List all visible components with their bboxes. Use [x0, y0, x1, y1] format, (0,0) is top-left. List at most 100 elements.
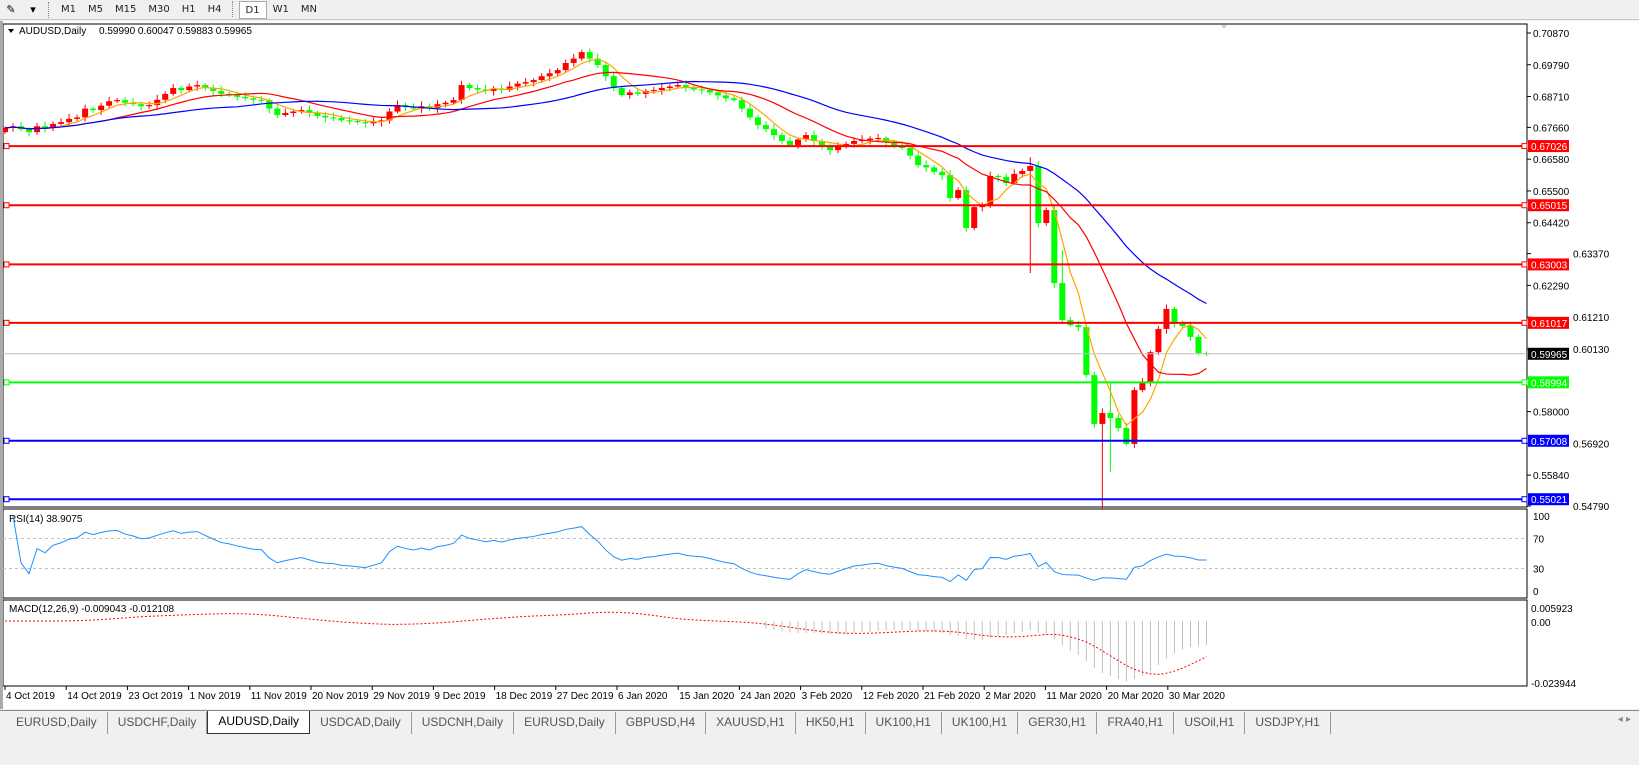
- price-chart[interactable]: 0.70870 0.69790 0.68710 0.67660 0.66580 0.655…: [3, 21, 1639, 709]
- level-handle: [3, 437, 10, 444]
- chart-tab[interactable]: AUDUSD,Daily: [207, 711, 311, 734]
- rsi-tick-label: 0: [1533, 587, 1539, 598]
- date-label: 24 Jan 2020: [740, 691, 795, 702]
- candle-body: [1075, 325, 1082, 328]
- date-label: 21 Feb 2020: [924, 691, 981, 702]
- shift-marker-icon: [1221, 25, 1227, 29]
- candle-body: [803, 135, 809, 140]
- drawing-tools-icon[interactable]: ✎: [6, 3, 16, 16]
- candle-body: [90, 108, 97, 111]
- toolbar-grip[interactable]: [48, 1, 51, 18]
- collapse-arrow-icon: [8, 29, 14, 33]
- candle-body: [506, 86, 513, 91]
- chart-tab[interactable]: FRA40,H1: [1097, 712, 1175, 734]
- candle-body: [450, 100, 457, 103]
- chart-tab[interactable]: HK50,H1: [796, 712, 866, 734]
- candle-body: [490, 88, 497, 91]
- price-tick-label: 0.66580: [1533, 155, 1570, 166]
- candle-body: [859, 140, 866, 142]
- timeframe-m5[interactable]: M5: [88, 3, 103, 15]
- candle-body: [266, 100, 273, 109]
- chart-tab[interactable]: EURUSD,Daily: [514, 712, 616, 734]
- macd-label: MACD(12,26,9) -0.009043 -0.012108: [9, 604, 175, 615]
- candle-body: [666, 86, 673, 89]
- candle-body: [658, 88, 665, 91]
- level-handle: [3, 143, 10, 150]
- date-label: 15 Jan 2020: [679, 691, 734, 702]
- candle-body: [674, 85, 681, 87]
- price-tick-label: 0.60130: [1573, 345, 1610, 356]
- timeframe-h1[interactable]: H1: [181, 3, 196, 15]
- candle-body: [378, 120, 385, 122]
- current-price-label: 0.59965: [1531, 350, 1568, 361]
- candle-body: [338, 118, 345, 121]
- tab-scroll-arrows[interactable]: ◂ ▸: [1617, 714, 1631, 725]
- timeframe-d1[interactable]: D1: [238, 0, 267, 19]
- candle-body: [939, 171, 946, 176]
- chart-tab[interactable]: USDCAD,Daily: [310, 712, 412, 734]
- timeframe-m30[interactable]: M30: [148, 3, 170, 15]
- chart-tab[interactable]: UK100,H1: [866, 712, 942, 734]
- timeframe-m15[interactable]: M15: [115, 3, 137, 15]
- candle-body: [314, 113, 321, 116]
- timeframe-list: M1 M5 M15 M30 H1 H4 D1 W1 MN: [55, 0, 323, 19]
- candle-body: [322, 115, 329, 118]
- chart-tab[interactable]: GER30,H1: [1018, 712, 1098, 734]
- candle-body: [354, 120, 361, 123]
- timeframe-m1[interactable]: M1: [61, 3, 76, 15]
- candle-body: [562, 63, 569, 71]
- chart-window[interactable]: 0.70870 0.69790 0.68710 0.67660 0.66580 0.655…: [0, 21, 1639, 709]
- candle-body: [1155, 328, 1162, 353]
- level-handle: [1521, 319, 1528, 326]
- candle-body: [514, 83, 521, 87]
- level-price-tag: [1528, 316, 1569, 329]
- candle-body: [146, 105, 153, 107]
- candle-body: [394, 105, 401, 112]
- price-tick-label: 0.55840: [1533, 471, 1570, 482]
- candle-body: [754, 117, 761, 126]
- level-handle: [3, 202, 10, 209]
- candle-body: [434, 104, 441, 109]
- date-label: 12 Feb 2020: [863, 691, 920, 702]
- candle-body: [202, 85, 209, 89]
- candle-body: [474, 88, 481, 90]
- chart-tab[interactable]: USDCHF,Daily: [108, 712, 208, 734]
- timeframe-mn[interactable]: MN: [300, 3, 317, 15]
- chart-tabs: EURUSD,Daily USDCHF,Daily AUDUSD,Daily USDC…: [0, 710, 1639, 734]
- level-price-label: 0.58994: [1531, 378, 1568, 389]
- candle-body: [875, 138, 882, 140]
- chart-tab[interactable]: GBPUSD,H4: [616, 712, 707, 734]
- candle-body: [178, 88, 185, 91]
- candle-body: [1035, 165, 1042, 224]
- candle-body: [835, 146, 842, 151]
- level-price-tag: [1528, 199, 1569, 212]
- candle-body: [602, 65, 609, 77]
- macd-panel-frame: [3, 599, 1528, 687]
- candle-body: [786, 140, 793, 146]
- toolbar-separator: [231, 0, 235, 17]
- level-handle: [3, 261, 10, 268]
- chart-tab[interactable]: USDJPY,H1: [1245, 712, 1331, 734]
- candle-body: [306, 110, 313, 114]
- candle-body: [915, 155, 922, 166]
- candle-body: [947, 175, 954, 199]
- date-label: 11 Mar 2020: [1046, 691, 1102, 702]
- chart-tab[interactable]: USOil,H1: [1174, 712, 1246, 734]
- timeframe-w1[interactable]: W1: [272, 3, 289, 15]
- candle-body: [690, 88, 697, 90]
- dropdown-arrow-icon[interactable]: ▾: [30, 3, 36, 16]
- candle-body: [554, 70, 561, 74]
- chart-tab[interactable]: EURUSD,Daily: [6, 712, 108, 734]
- ohlc-label: 0.59990 0.60047 0.59883 0.59965: [99, 26, 252, 37]
- candle-body: [618, 88, 625, 96]
- date-label: 2 Mar 2020: [985, 691, 1036, 702]
- chart-tab[interactable]: USDCNH,Daily: [412, 712, 515, 734]
- price-tick-label: 0.70870: [1533, 29, 1570, 40]
- candle-body: [26, 129, 33, 133]
- candle-body: [258, 99, 265, 101]
- candle-body: [1179, 323, 1186, 326]
- chart-tab[interactable]: XAUUSD,H1: [706, 712, 796, 734]
- chart-tab[interactable]: UK100,H1: [942, 712, 1019, 734]
- timeframe-h4[interactable]: H4: [207, 3, 222, 15]
- candle-body: [634, 92, 641, 94]
